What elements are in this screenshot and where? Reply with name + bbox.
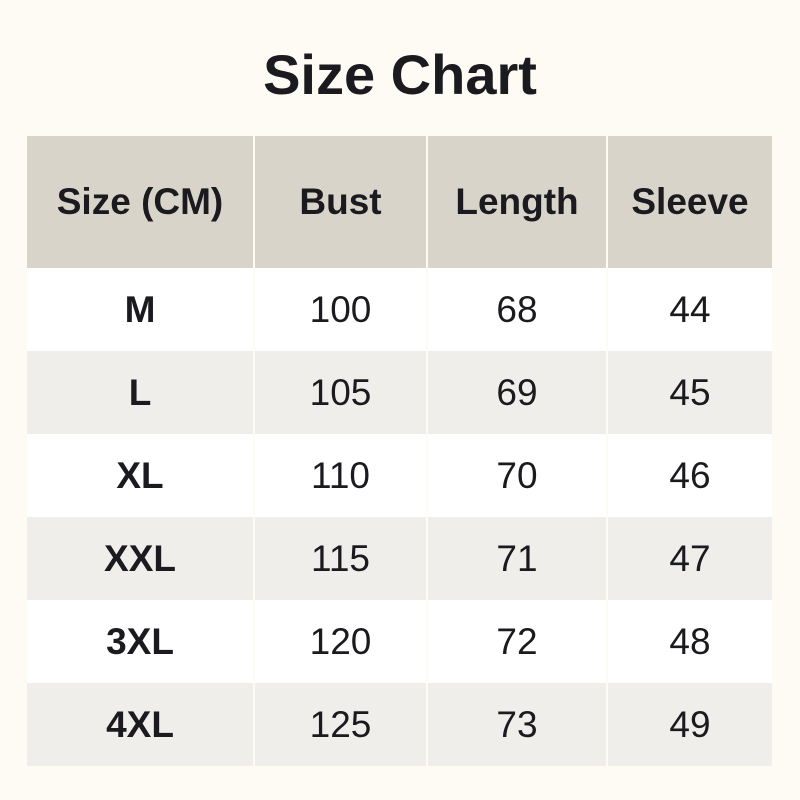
- header-bust: Bust: [254, 136, 428, 268]
- header-size: Size (CM): [27, 136, 255, 268]
- cell-sleeve: 48: [607, 600, 772, 683]
- table-row: XXL 115 71 47: [27, 517, 772, 600]
- cell-length: 71: [427, 517, 608, 600]
- cell-bust: 110: [254, 434, 428, 517]
- table-row: M 100 68 44: [27, 268, 772, 351]
- cell-length: 69: [427, 351, 608, 434]
- cell-length: 72: [427, 600, 608, 683]
- cell-size: 4XL: [27, 683, 255, 766]
- cell-sleeve: 45: [607, 351, 772, 434]
- table-row: 3XL 120 72 48: [27, 600, 772, 683]
- cell-sleeve: 44: [607, 268, 772, 351]
- size-chart-table: Size (CM) Bust Length Sleeve M 100 68 44 L 10…: [27, 136, 772, 766]
- cell-sleeve: 46: [607, 434, 772, 517]
- cell-size: L: [27, 351, 255, 434]
- cell-sleeve: 47: [607, 517, 772, 600]
- header-sleeve: Sleeve: [607, 136, 772, 268]
- header-row: Size (CM) Bust Length Sleeve: [27, 136, 772, 268]
- table-row: XL 110 70 46: [27, 434, 772, 517]
- table-row: 4XL 125 73 49: [27, 683, 772, 766]
- cell-bust: 100: [254, 268, 428, 351]
- cell-length: 68: [427, 268, 608, 351]
- cell-length: 73: [427, 683, 608, 766]
- cell-size: 3XL: [27, 600, 255, 683]
- cell-length: 70: [427, 434, 608, 517]
- cell-bust: 115: [254, 517, 428, 600]
- page-title: Size Chart: [263, 43, 537, 106]
- cell-bust: 105: [254, 351, 428, 434]
- cell-size: M: [27, 268, 255, 351]
- cell-bust: 120: [254, 600, 428, 683]
- cell-bust: 125: [254, 683, 428, 766]
- cell-sleeve: 49: [607, 683, 772, 766]
- cell-size: XL: [27, 434, 255, 517]
- cell-size: XXL: [27, 517, 255, 600]
- table-row: L 105 69 45: [27, 351, 772, 434]
- header-length: Length: [427, 136, 608, 268]
